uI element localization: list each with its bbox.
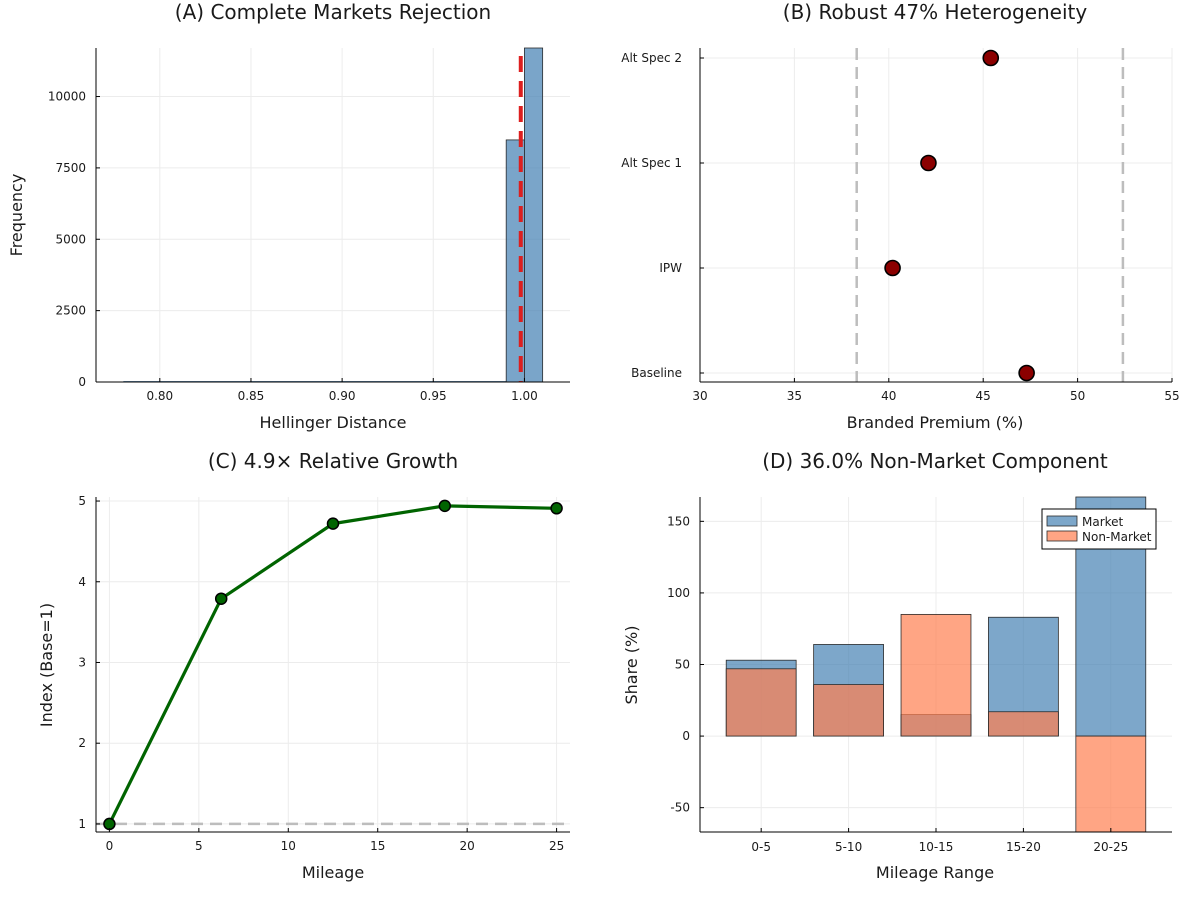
panel-b-reference-lines [855, 48, 1125, 382]
panel-b-x-tick-label: 55 [1164, 389, 1179, 403]
panel-b-y-tick-label: IPW [659, 261, 682, 275]
panel-b-x-tick-label: 35 [787, 389, 802, 403]
panel-b-y-tick-label: Alt Spec 1 [621, 156, 682, 170]
panel-d-legend-swatch [1046, 530, 1078, 542]
panel-c-xlabel: Mileage [302, 863, 364, 882]
panel-a-title: (A) Complete Markets Rejection [175, 0, 491, 24]
panel-d-y-tick-label: 150 [667, 514, 690, 528]
panel-a-bars [123, 47, 544, 383]
panel-b-y-tick-label: Baseline [631, 366, 682, 380]
panel-d-axes [699, 497, 1172, 833]
panel-c-x-tick-label: 5 [195, 839, 203, 853]
panel-c-ticks: 0 5 10 15 20 25 1 2 3 4 5 [78, 494, 564, 853]
panel-b-x-tick-label: 30 [692, 389, 707, 403]
panel-d-legend-label: Market [1082, 515, 1124, 529]
panel-a-y-tick-label: 0 [78, 375, 86, 389]
panel-c-grid [96, 497, 570, 832]
panel-d: (D) 36.0% Non-Market Component 0-5 5-10 10… [622, 449, 1172, 882]
panel-c-line [96, 499, 570, 831]
panel-c-series-line [107, 504, 557, 825]
panel-d-y-tick-label: 50 [675, 658, 690, 672]
panel-a-y-tick-label: 2500 [55, 304, 86, 318]
panel-a: (A) Complete Markets Rejection 0.80 0.85 0… [7, 0, 570, 432]
panel-b-x-tick-label: 45 [976, 389, 991, 403]
panel-c-y-tick-label: 3 [78, 655, 86, 669]
panel-b-point [884, 259, 901, 277]
panel-a-axes [95, 48, 570, 383]
panel-c-y-tick-label: 1 [78, 817, 86, 831]
panel-c-point [438, 499, 452, 513]
panel-c-axes [95, 497, 570, 833]
panel-a-xlabel: Hellinger Distance [260, 413, 407, 432]
panel-a-y-tick-label: 7500 [55, 161, 86, 175]
panel-b-title: (B) Robust 47% Heterogeneity [783, 0, 1088, 24]
panel-b-x-tick-label: 50 [1070, 389, 1085, 403]
panel-b-axes [699, 48, 1172, 383]
panel-d-y-tick-label: 100 [667, 586, 690, 600]
panel-d-ticks: 0-5 5-10 10-15 15-20 20-25 -50 0 50 100 150 [667, 514, 1128, 854]
panel-b-y-tick-label: Alt Spec 2 [621, 51, 682, 65]
panel-b-grid [699, 48, 1173, 382]
panel-b-point [982, 49, 1000, 67]
panel-c: (C) 4.9× Relative Growth 0 5 10 15 20 25 1 2 3 4 5… [37, 449, 570, 882]
panel-a-x-tick-label: 0.95 [420, 389, 447, 403]
panel-a-x-tick-label: 0.90 [329, 389, 356, 403]
panel-d-xlabel: Mileage Range [876, 863, 994, 882]
panel-d-non-market-bar [900, 613, 972, 737]
panel-c-point [103, 817, 116, 831]
panel-b-ticks: 30 35 40 45 50 55 Baseline IPW Alt Spec 1 Alt Spe… [621, 51, 1179, 403]
panel-d-x-tick-label: 5-10 [835, 840, 862, 854]
panel-c-x-tick-label: 20 [460, 839, 475, 853]
panel-d-non-market-bar [813, 684, 884, 737]
panel-d-x-tick-label: 10-15 [919, 840, 954, 854]
panel-a-x-tick-label: 1.00 [511, 389, 538, 403]
panel-d-ylabel: Share (%) [622, 626, 641, 705]
panel-c-point [214, 592, 228, 605]
panel-c-x-tick-label: 10 [281, 839, 296, 853]
panel-d-title: (D) 36.0% Non-Market Component [762, 449, 1108, 473]
panel-d-y-tick-label: -50 [670, 801, 690, 815]
panel-c-ylabel: Index (Base=1) [37, 603, 56, 727]
panel-b-point [920, 154, 937, 172]
panel-a-grid [96, 48, 570, 383]
panel-c-title: (C) 4.9× Relative Growth [208, 449, 458, 473]
panel-c-y-tick-label: 5 [78, 494, 86, 508]
panel-c-point [326, 517, 340, 530]
panel-a-ticks: 0.80 0.85 0.90 0.95 1.00 0 2500 5000 7500 10000 [48, 90, 538, 403]
panel-a-ylabel: Frequency [7, 174, 26, 257]
panel-c-x-tick-label: 25 [549, 839, 564, 853]
panel-d-legend-label: Non-Market [1082, 530, 1152, 544]
panel-c-x-tick-label: 0 [106, 839, 114, 853]
panel-d-x-tick-label: 0-5 [751, 840, 771, 854]
panel-d-x-tick-label: 15-20 [1006, 840, 1041, 854]
panel-d-non-market-bar [725, 668, 797, 737]
panel-c-point [550, 502, 563, 515]
panel-a-y-tick-label: 10000 [48, 90, 86, 104]
panel-d-legend-swatch [1046, 515, 1078, 527]
panel-b-points [884, 49, 1035, 382]
panel-d-non-market-bar [988, 711, 1059, 737]
panel-a-y-tick-label: 5000 [55, 232, 86, 246]
panel-d-x-tick-label: 20-25 [1093, 840, 1128, 854]
panel-b-point [1018, 364, 1035, 382]
panel-a-histogram-bar [524, 47, 544, 383]
panel-a-x-tick-label: 0.85 [238, 389, 265, 403]
panel-d-non-market-bar [1075, 735, 1147, 833]
panel-d-y-tick-label: 0 [682, 729, 690, 743]
panel-b: (B) Robust 47% Heterogeneity 30 35 40 45 50 5… [621, 0, 1179, 432]
panel-c-x-tick-label: 15 [370, 839, 385, 853]
panel-c-y-tick-label: 4 [78, 575, 86, 589]
panel-c-y-tick-label: 2 [78, 736, 86, 750]
panel-a-x-tick-label: 0.80 [146, 389, 173, 403]
panel-b-xlabel: Branded Premium (%) [847, 413, 1024, 432]
panel-b-x-tick-label: 40 [881, 389, 896, 403]
